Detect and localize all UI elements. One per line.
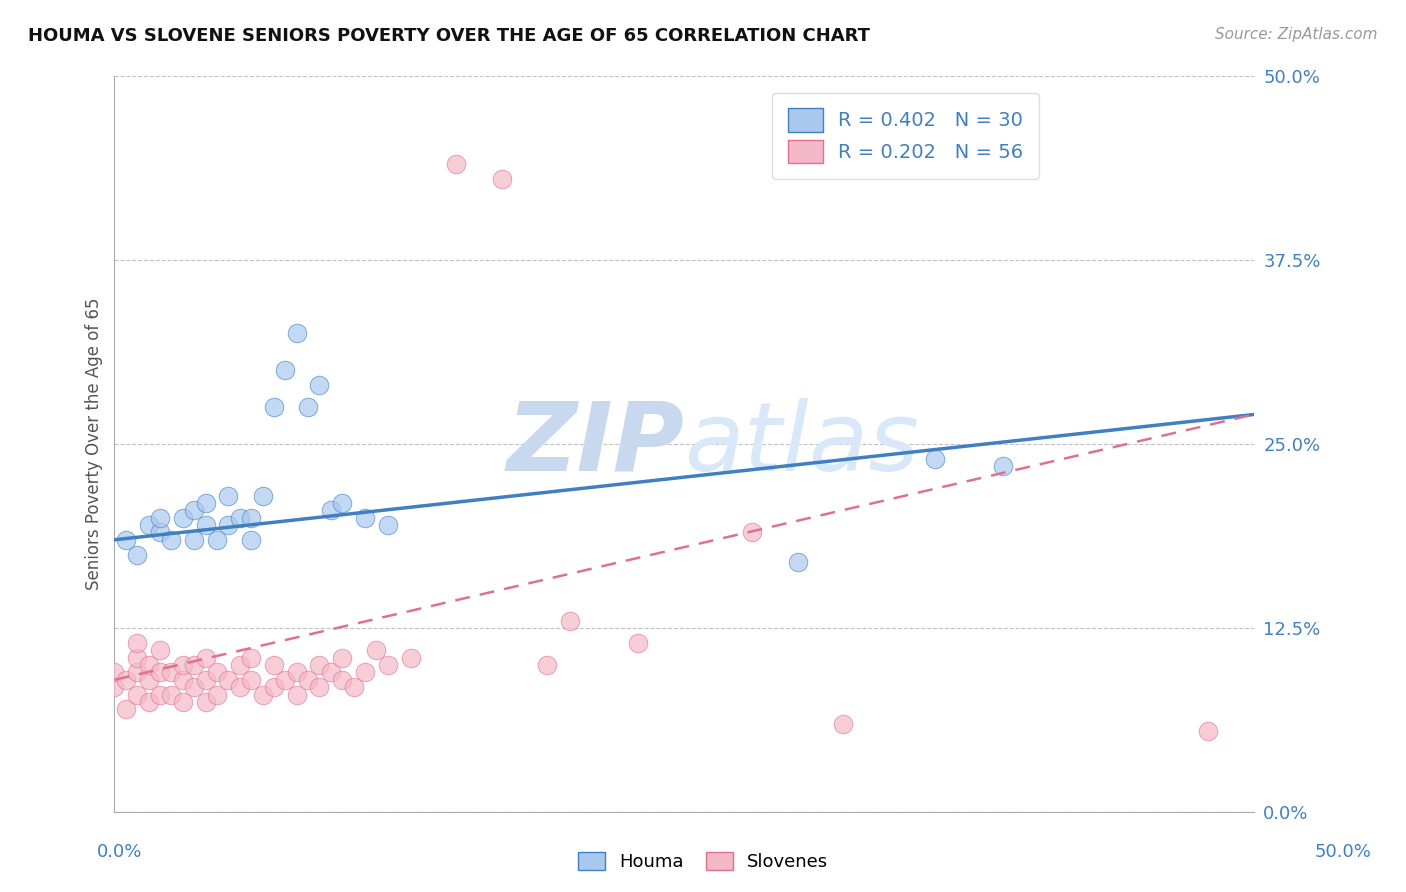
Point	[183, 658, 205, 673]
Point	[205, 533, 228, 547]
Point	[217, 673, 239, 687]
Point	[205, 665, 228, 680]
Point	[194, 650, 217, 665]
Point	[274, 363, 297, 377]
Text: ZIP: ZIP	[506, 398, 683, 491]
Point	[127, 688, 149, 702]
Point	[217, 489, 239, 503]
Point	[240, 533, 263, 547]
Point	[138, 518, 160, 533]
Point	[172, 510, 194, 524]
Point	[205, 688, 228, 702]
Text: 50.0%: 50.0%	[1315, 843, 1371, 861]
Point	[194, 673, 217, 687]
Point	[330, 650, 353, 665]
Point	[741, 525, 763, 540]
Point	[183, 533, 205, 547]
Point	[240, 673, 263, 687]
Point	[183, 503, 205, 517]
Point	[285, 688, 308, 702]
Point	[103, 665, 125, 680]
Point	[285, 326, 308, 341]
Point	[536, 658, 558, 673]
Point	[138, 658, 160, 673]
Point	[1197, 724, 1219, 739]
Legend: Houma, Slovenes: Houma, Slovenes	[571, 845, 835, 879]
Point	[558, 614, 581, 628]
Text: Source: ZipAtlas.com: Source: ZipAtlas.com	[1215, 27, 1378, 42]
Point	[263, 658, 285, 673]
Point	[149, 643, 172, 657]
Point	[194, 496, 217, 510]
Point	[127, 548, 149, 562]
Point	[308, 378, 330, 392]
Point	[377, 658, 399, 673]
Point	[127, 636, 149, 650]
Point	[228, 680, 250, 694]
Point	[330, 673, 353, 687]
Point	[263, 400, 285, 414]
Point	[172, 673, 194, 687]
Point	[172, 695, 194, 709]
Point	[228, 658, 250, 673]
Point	[319, 665, 342, 680]
Point	[832, 717, 855, 731]
Point	[787, 555, 810, 569]
Point	[160, 688, 183, 702]
Point	[114, 533, 136, 547]
Point	[160, 665, 183, 680]
Point	[127, 665, 149, 680]
Point	[297, 400, 319, 414]
Point	[252, 688, 274, 702]
Point	[991, 459, 1014, 474]
Point	[377, 518, 399, 533]
Point	[252, 489, 274, 503]
Text: atlas: atlas	[683, 398, 920, 491]
Point	[274, 673, 297, 687]
Point	[217, 518, 239, 533]
Point	[399, 650, 422, 665]
Point	[308, 658, 330, 673]
Point	[228, 510, 250, 524]
Point	[127, 650, 149, 665]
Point	[194, 695, 217, 709]
Point	[172, 658, 194, 673]
Point	[444, 157, 467, 171]
Point	[308, 680, 330, 694]
Point	[149, 688, 172, 702]
Text: HOUMA VS SLOVENE SENIORS POVERTY OVER THE AGE OF 65 CORRELATION CHART: HOUMA VS SLOVENE SENIORS POVERTY OVER TH…	[28, 27, 870, 45]
Point	[240, 510, 263, 524]
Text: 0.0%: 0.0%	[97, 843, 142, 861]
Point	[114, 702, 136, 716]
Point	[240, 650, 263, 665]
Point	[138, 695, 160, 709]
Point	[149, 510, 172, 524]
Legend: R = 0.402   N = 30, R = 0.202   N = 56: R = 0.402 N = 30, R = 0.202 N = 56	[772, 93, 1039, 179]
Point	[138, 673, 160, 687]
Point	[263, 680, 285, 694]
Point	[330, 496, 353, 510]
Point	[285, 665, 308, 680]
Point	[103, 680, 125, 694]
Point	[366, 643, 388, 657]
Point	[627, 636, 650, 650]
Point	[491, 171, 513, 186]
Point	[319, 503, 342, 517]
Point	[114, 673, 136, 687]
Point	[183, 680, 205, 694]
Point	[354, 510, 377, 524]
Point	[149, 525, 172, 540]
Point	[160, 533, 183, 547]
Point	[194, 518, 217, 533]
Point	[924, 451, 946, 466]
Y-axis label: Seniors Poverty Over the Age of 65: Seniors Poverty Over the Age of 65	[86, 298, 103, 591]
Point	[343, 680, 366, 694]
Point	[354, 665, 377, 680]
Point	[297, 673, 319, 687]
Point	[149, 665, 172, 680]
